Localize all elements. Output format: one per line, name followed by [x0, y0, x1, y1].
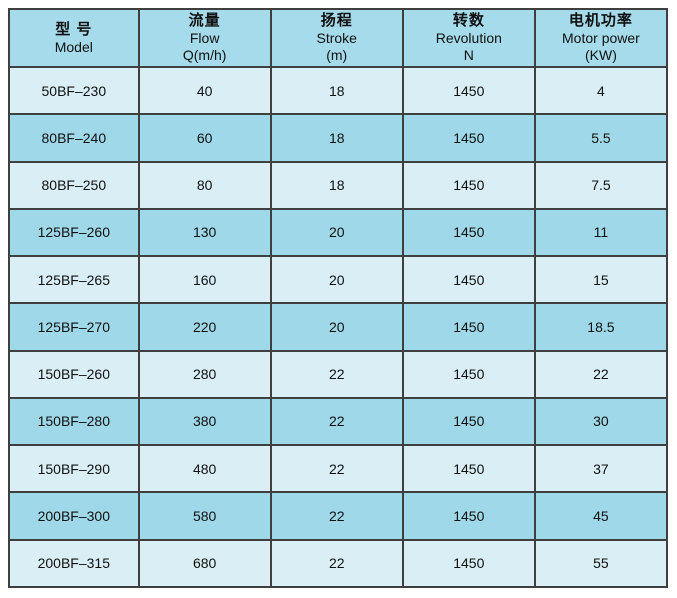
- header-row: 型 号 Model 流量 Flow Q(m/h) 扬程 Stroke (m) 转数 Revolut…: [8, 8, 669, 68]
- model-cell: 125BF–265: [8, 255, 140, 305]
- flow-cell: 280: [137, 349, 272, 399]
- power-cell: 37: [533, 444, 669, 494]
- revolution-cell: 1450: [401, 444, 536, 494]
- table-row: 80BF–250 80 18 1450 7.5: [8, 160, 669, 210]
- stroke-cell: 18: [269, 160, 404, 210]
- model-cell: 150BF–290: [8, 444, 140, 494]
- stroke-cell: 20: [269, 207, 404, 258]
- revolution-cell: 1450: [401, 65, 536, 116]
- column-header-revolution: 转数 Revolution N: [401, 8, 536, 68]
- stroke-cell: 22: [269, 444, 404, 494]
- flow-cell: 220: [137, 302, 272, 352]
- column-header-flow: 流量 Flow Q(m/h): [137, 8, 272, 68]
- stroke-cell: 18: [269, 113, 404, 163]
- power-cell: 45: [533, 491, 669, 541]
- revolution-cell: 1450: [401, 160, 536, 210]
- flow-cell: 680: [137, 538, 272, 589]
- header-zh-label: 扬程: [320, 12, 353, 29]
- table-row: 150BF–280 380 22 1450 30: [8, 396, 669, 447]
- revolution-cell: 1450: [401, 538, 536, 589]
- power-cell: 18.5: [533, 302, 669, 352]
- header-unit-label: (m): [326, 47, 348, 63]
- column-header-stroke: 扬程 Stroke (m): [269, 8, 404, 68]
- model-cell: 200BF–300: [8, 491, 140, 541]
- flow-cell: 580: [137, 491, 272, 541]
- header-unit-label: N: [463, 47, 474, 63]
- column-header-model: 型 号 Model: [8, 8, 140, 68]
- power-cell: 4: [533, 65, 669, 116]
- table-row: 125BF–265 160 20 1450 15: [8, 255, 669, 305]
- revolution-cell: 1450: [401, 113, 536, 163]
- model-cell: 150BF–280: [8, 396, 140, 447]
- header-en-label: Revolution: [435, 30, 502, 46]
- power-cell: 55: [533, 538, 669, 589]
- model-cell: 50BF–230: [8, 65, 140, 116]
- power-cell: 7.5: [533, 160, 669, 210]
- model-cell: 80BF–250: [8, 160, 140, 210]
- header-zh-label: 型 号: [55, 20, 93, 38]
- revolution-cell: 1450: [401, 349, 536, 399]
- model-cell: 80BF–240: [8, 113, 140, 163]
- pump-spec-table: 型 号 Model 流量 Flow Q(m/h) 扬程 Stroke (m) 转数 Revolut…: [8, 8, 669, 589]
- revolution-cell: 1450: [401, 207, 536, 258]
- table-row: 50BF–230 40 18 1450 4: [8, 65, 669, 116]
- power-cell: 15: [533, 255, 669, 305]
- flow-cell: 80: [137, 160, 272, 210]
- header-unit-label: (KW): [584, 47, 617, 63]
- stroke-cell: 20: [269, 255, 404, 305]
- power-cell: 11: [533, 207, 669, 258]
- flow-cell: 380: [137, 396, 272, 447]
- model-cell: 125BF–270: [8, 302, 140, 352]
- model-cell: 125BF–260: [8, 207, 140, 258]
- table-row: 150BF–260 280 22 1450 22: [8, 349, 669, 399]
- power-cell: 22: [533, 349, 669, 399]
- stroke-cell: 18: [269, 65, 404, 116]
- power-cell: 30: [533, 396, 669, 447]
- model-cell: 200BF–315: [8, 538, 140, 589]
- stroke-cell: 22: [269, 538, 404, 589]
- table-row: 80BF–240 60 18 1450 5.5: [8, 113, 669, 163]
- stroke-cell: 22: [269, 349, 404, 399]
- header-zh-label: 转数: [452, 12, 485, 29]
- stroke-cell: 20: [269, 302, 404, 352]
- header-en-label: Flow: [189, 30, 220, 46]
- header-en-label: Stroke: [316, 30, 357, 46]
- revolution-cell: 1450: [401, 491, 536, 541]
- flow-cell: 130: [137, 207, 272, 258]
- model-cell: 150BF–260: [8, 349, 140, 399]
- table-row: 150BF–290 480 22 1450 37: [8, 444, 669, 494]
- table-row: 125BF–260 130 20 1450 11: [8, 207, 669, 258]
- flow-cell: 480: [137, 444, 272, 494]
- table-row: 200BF–300 580 22 1450 45: [8, 491, 669, 541]
- header-en-label: Motor power: [562, 30, 640, 46]
- spec-table-container: 型 号 Model 流量 Flow Q(m/h) 扬程 Stroke (m) 转数 Revolut…: [8, 8, 669, 589]
- flow-cell: 40: [137, 65, 272, 116]
- table-body: 50BF–230 40 18 1450 4 80BF–240 60 18 1450 5.5 80BF…: [8, 65, 669, 589]
- header-unit-label: Q(m/h): [182, 47, 227, 63]
- table-row: 200BF–315 680 22 1450 55: [8, 538, 669, 589]
- header-zh-label: 电机功率: [568, 12, 633, 29]
- flow-cell: 160: [137, 255, 272, 305]
- stroke-cell: 22: [269, 396, 404, 447]
- header-en-label: Model: [54, 38, 93, 55]
- header-zh-label: 流量: [188, 12, 221, 29]
- stroke-cell: 22: [269, 491, 404, 541]
- revolution-cell: 1450: [401, 396, 536, 447]
- flow-cell: 60: [137, 113, 272, 163]
- column-header-power: 电机功率 Motor power (KW): [533, 8, 669, 68]
- table-row: 125BF–270 220 20 1450 18.5: [8, 302, 669, 352]
- revolution-cell: 1450: [401, 255, 536, 305]
- power-cell: 5.5: [533, 113, 669, 163]
- revolution-cell: 1450: [401, 302, 536, 352]
